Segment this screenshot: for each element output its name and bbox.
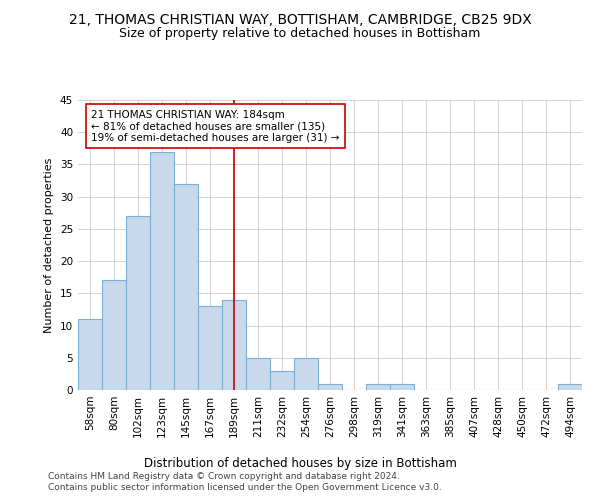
- Bar: [126, 216, 150, 390]
- Bar: [102, 280, 126, 390]
- Text: 21, THOMAS CHRISTIAN WAY, BOTTISHAM, CAMBRIDGE, CB25 9DX: 21, THOMAS CHRISTIAN WAY, BOTTISHAM, CAM…: [68, 12, 532, 26]
- Y-axis label: Number of detached properties: Number of detached properties: [44, 158, 55, 332]
- Bar: [198, 306, 222, 390]
- Bar: [390, 384, 414, 390]
- Bar: [222, 300, 246, 390]
- Bar: [558, 384, 582, 390]
- Bar: [150, 152, 174, 390]
- Bar: [318, 384, 342, 390]
- Bar: [78, 319, 102, 390]
- Bar: [174, 184, 198, 390]
- Text: 21 THOMAS CHRISTIAN WAY: 184sqm
← 81% of detached houses are smaller (135)
19% o: 21 THOMAS CHRISTIAN WAY: 184sqm ← 81% of…: [91, 110, 340, 143]
- Bar: [366, 384, 390, 390]
- Text: Contains HM Land Registry data © Crown copyright and database right 2024.: Contains HM Land Registry data © Crown c…: [48, 472, 400, 481]
- Text: Size of property relative to detached houses in Bottisham: Size of property relative to detached ho…: [119, 28, 481, 40]
- Text: Contains public sector information licensed under the Open Government Licence v3: Contains public sector information licen…: [48, 483, 442, 492]
- Bar: [270, 370, 294, 390]
- Bar: [246, 358, 270, 390]
- Text: Distribution of detached houses by size in Bottisham: Distribution of detached houses by size …: [143, 458, 457, 470]
- Bar: [294, 358, 318, 390]
